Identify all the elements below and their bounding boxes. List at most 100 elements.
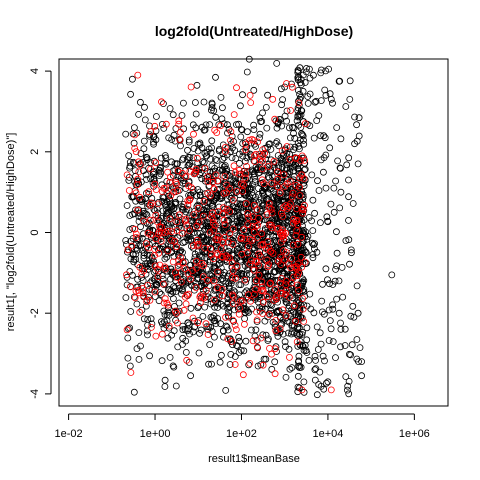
data-point-red — [272, 316, 280, 324]
data-point — [127, 90, 135, 98]
data-point — [250, 121, 258, 129]
data-point-red — [288, 279, 295, 287]
data-point-red — [187, 275, 195, 283]
data-point-red — [172, 243, 180, 251]
data-point — [181, 325, 189, 333]
data-point — [187, 304, 195, 312]
data-point-red — [162, 184, 170, 192]
data-point — [161, 159, 169, 167]
data-point — [307, 305, 315, 313]
data-point-red — [238, 297, 246, 305]
y-tick-label: -2 — [29, 308, 41, 318]
data-point — [264, 335, 272, 343]
data-point — [304, 93, 312, 100]
data-point — [336, 204, 344, 212]
data-point — [207, 300, 215, 308]
data-point-red — [220, 216, 228, 224]
data-point-red — [131, 294, 139, 302]
data-point-red — [289, 189, 297, 197]
data-point — [194, 219, 202, 227]
data-point — [258, 305, 266, 313]
data-point — [142, 245, 150, 252]
data-point — [250, 126, 258, 134]
data-point-red — [199, 273, 207, 281]
data-point — [178, 112, 186, 119]
data-point — [253, 206, 261, 214]
data-point-red — [152, 332, 160, 340]
data-point — [270, 205, 278, 213]
data-point — [196, 171, 204, 179]
data-point-red — [197, 292, 205, 300]
data-point — [289, 190, 297, 198]
data-point — [295, 142, 303, 150]
data-point-red — [286, 178, 294, 185]
data-point — [330, 208, 338, 216]
data-point — [208, 144, 216, 152]
data-point — [156, 163, 164, 171]
data-point-red — [135, 158, 143, 166]
data-point — [224, 304, 232, 312]
data-point-red — [244, 221, 252, 229]
data-point — [201, 149, 209, 157]
data-point-red — [212, 236, 220, 243]
data-point-red — [296, 183, 303, 191]
data-point — [136, 98, 144, 106]
data-point — [315, 112, 323, 119]
data-point-red — [241, 146, 249, 154]
data-point — [298, 130, 306, 138]
data-point-red — [210, 185, 218, 193]
data-point-red — [177, 278, 185, 286]
data-point — [325, 306, 333, 314]
data-point — [339, 293, 347, 301]
data-point — [260, 183, 268, 191]
data-point — [218, 162, 226, 169]
data-point-red — [132, 230, 140, 238]
data-point — [293, 117, 301, 125]
data-point — [198, 175, 206, 183]
data-point-red — [253, 308, 261, 316]
data-point — [199, 286, 207, 294]
data-point — [345, 176, 352, 184]
data-point — [294, 107, 302, 114]
data-point-red — [301, 156, 309, 164]
data-point-red — [175, 211, 183, 219]
data-point — [294, 178, 302, 186]
data-point — [166, 353, 174, 361]
data-point-red — [229, 240, 237, 248]
data-point-red — [268, 180, 276, 187]
data-point — [296, 364, 303, 372]
data-point-red — [144, 281, 152, 289]
data-point-red — [192, 284, 200, 292]
data-point — [227, 140, 235, 148]
data-point-red — [246, 92, 254, 99]
data-point-red — [244, 291, 252, 299]
data-point-red — [147, 201, 154, 209]
data-point-red — [293, 338, 301, 346]
data-point — [308, 217, 316, 225]
data-point — [234, 342, 241, 350]
data-point — [212, 208, 219, 216]
data-point-red — [132, 148, 140, 156]
data-point-red — [173, 227, 181, 234]
data-point — [193, 209, 201, 217]
data-point-red — [295, 269, 302, 277]
data-point — [176, 231, 184, 239]
data-point-red — [280, 235, 288, 243]
data-point-red — [245, 214, 253, 222]
data-point-red — [254, 138, 262, 146]
data-point — [198, 144, 206, 152]
data-point — [146, 131, 154, 139]
data-point — [317, 69, 325, 77]
data-point — [281, 269, 288, 277]
data-point — [327, 200, 335, 208]
data-point-red — [161, 265, 169, 273]
data-point — [210, 267, 217, 275]
data-point-red — [232, 326, 240, 334]
data-point — [215, 203, 223, 211]
data-point-red — [164, 227, 172, 235]
data-point — [224, 129, 231, 137]
data-point — [308, 171, 316, 179]
data-point-red — [253, 258, 261, 266]
data-point-red — [235, 166, 243, 174]
data-point — [283, 317, 291, 325]
